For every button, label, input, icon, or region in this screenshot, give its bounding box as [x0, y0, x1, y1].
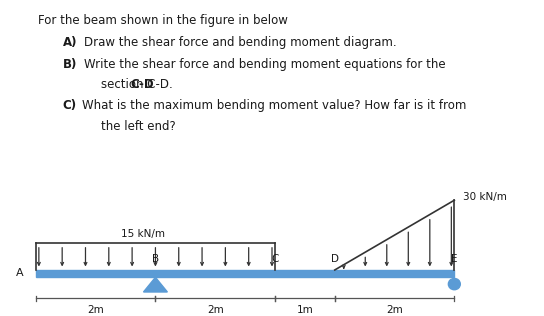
Text: What is the maximum bending moment value? How far is it from: What is the maximum bending moment value…: [82, 99, 466, 112]
Text: 2m: 2m: [386, 305, 403, 315]
Text: 2m: 2m: [87, 305, 104, 315]
Text: the left end?: the left end?: [101, 120, 175, 133]
Text: 15 kN/m: 15 kN/m: [121, 229, 165, 239]
Polygon shape: [144, 277, 168, 292]
Text: 1m: 1m: [296, 305, 313, 315]
Text: C: C: [271, 254, 279, 264]
Text: A: A: [16, 268, 24, 278]
Text: B: B: [152, 254, 159, 264]
Text: 2m: 2m: [207, 305, 224, 315]
Text: D: D: [331, 254, 339, 264]
Circle shape: [448, 278, 460, 290]
Text: C): C): [63, 99, 77, 112]
Text: For the beam shown in the figure in below: For the beam shown in the figure in belo…: [38, 14, 288, 27]
Text: 30 kN/m: 30 kN/m: [463, 192, 507, 203]
Text: section C-D.: section C-D.: [101, 78, 172, 91]
Text: Draw the shear force and bending moment diagram.: Draw the shear force and bending moment …: [84, 36, 397, 49]
Text: B): B): [63, 58, 77, 70]
Text: A): A): [63, 36, 77, 49]
Text: C-D: C-D: [131, 78, 154, 91]
Text: E: E: [451, 254, 458, 264]
Text: Write the shear force and bending moment equations for the: Write the shear force and bending moment…: [84, 58, 446, 70]
Bar: [36, 270, 454, 277]
